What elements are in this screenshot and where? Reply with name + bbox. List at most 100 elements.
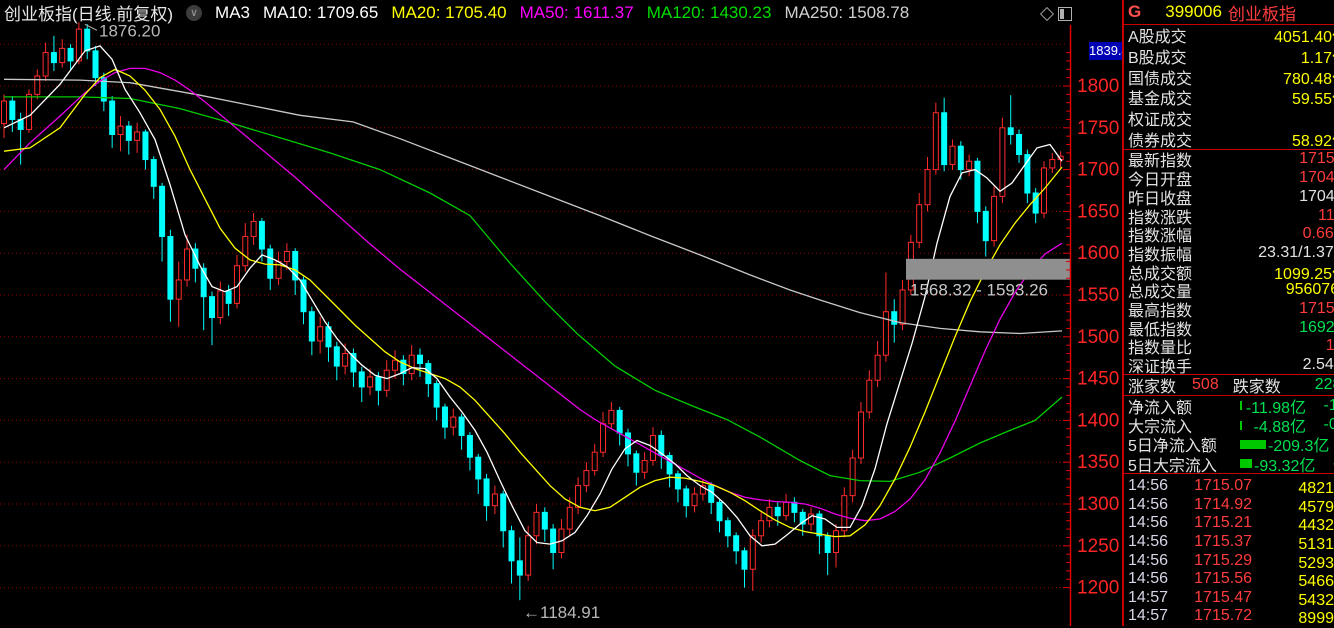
flow-percent: -1% xyxy=(1323,396,1334,414)
turnover-row: B股成交 1.17亿 xyxy=(1124,46,1334,67)
row-label: 权证成交 xyxy=(1128,112,1193,130)
flow-bar xyxy=(1240,420,1242,430)
tick-price: 1715.56 xyxy=(1194,570,1252,588)
row-label: 总成交量 xyxy=(1128,284,1193,302)
index-stat-row: 指数涨跌 11.2 xyxy=(1124,206,1334,227)
money-flow-row: 5日大宗流入 -93.32亿-2% xyxy=(1124,454,1334,475)
svg-text:←1184.91: ←1184.91 xyxy=(523,603,600,622)
flow-bar xyxy=(1240,401,1242,411)
index-stats-section: 最新指数1715.8今日开盘1704.7昨日收盘1704.5指数涨跌11.2指数… xyxy=(1124,150,1334,377)
flow-percent: -2% xyxy=(1315,455,1334,473)
row-label: 昨日收盘 xyxy=(1128,190,1193,208)
row-value: 1099.25亿 xyxy=(1274,265,1334,283)
tick-time: 14:56 xyxy=(1128,551,1169,569)
y-axis-current-price-tag: 1839.4 xyxy=(1089,42,1129,60)
row-value: 11.2 xyxy=(1318,206,1334,224)
diamond-marker-icon[interactable] xyxy=(1039,6,1055,22)
row-value: 1704.7 xyxy=(1299,169,1334,187)
market-turnover-section: A股成交 4051.40亿 B股成交 1.17亿国债成交 780.48亿基金成交 59.5… xyxy=(1124,25,1334,151)
row-label: B股成交 xyxy=(1128,50,1187,68)
row-label: 基金成交 xyxy=(1128,91,1193,109)
chart-legend-bar: 创业板指(日线.前复权) ∨ MA3 MA10: 1709.65 MA20: 170… xyxy=(0,0,1122,25)
ma-legend-items: MA3 MA10: 1709.65 MA20: 1705.40 MA50: 1611.… xyxy=(215,3,909,23)
money-flow-row: 5日净流入额 -209.3亿-4% xyxy=(1124,435,1334,456)
flow-value: -4.88亿 xyxy=(1253,419,1306,437)
index-stat-row: 指数量比 1.0 xyxy=(1124,337,1334,357)
svg-text:1550: 1550 xyxy=(1077,285,1119,306)
index-stat-row: 指数涨幅 0.66% xyxy=(1124,225,1334,245)
tick-row: 14:56 1715.21 4432万 xyxy=(1124,511,1334,534)
tick-time: 14:56 xyxy=(1128,514,1169,532)
svg-text:1600: 1600 xyxy=(1077,243,1119,264)
row-label: 国债成交 xyxy=(1128,70,1193,88)
flow-label: 净流入额 xyxy=(1128,399,1193,417)
money-flow-row: 净流入额 -11.98亿 -1% xyxy=(1124,396,1334,417)
tick-price: 1715.47 xyxy=(1194,588,1252,606)
row-label: 指数涨跌 xyxy=(1128,209,1193,227)
tick-volume: 5466万 xyxy=(1298,573,1334,591)
row-label: 深证换手 xyxy=(1128,359,1193,377)
candlestick-chart[interactable]: 1568.32 - 1593.26 1876.20 ←1184.91 1800 1750… xyxy=(0,0,1122,626)
tick-row: 14:56 1714.92 4579万 xyxy=(1124,493,1334,516)
index-stat-row: 深证换手 2.54% xyxy=(1124,356,1334,377)
money-flow-row: 大宗流入 -4.88亿 -0% xyxy=(1124,416,1334,437)
flow-percent: -4% xyxy=(1329,435,1334,453)
row-value: 59.55亿 xyxy=(1291,91,1334,109)
row-label: 债券成交 xyxy=(1128,132,1193,150)
index-stat-row: 昨日收盘 1704.5 xyxy=(1124,188,1334,208)
row-label: 最高指数 xyxy=(1128,302,1193,320)
row-value: 780.48亿 xyxy=(1283,70,1334,88)
row-value: 1692.4 xyxy=(1299,318,1334,336)
breadth-section: 涨家数 508 跌家数 228 xyxy=(1124,375,1334,397)
row-value: 0.66% xyxy=(1302,225,1334,243)
tick-price: 1715.29 xyxy=(1194,551,1252,569)
index-stat-row: 总成交量 9560764 xyxy=(1124,281,1334,302)
ma-legend-item-3: MA20: 1705.40 xyxy=(391,2,507,22)
index-stat-row: 最低指数 1692.4 xyxy=(1124,318,1334,339)
row-label: 指数振幅 xyxy=(1128,246,1193,264)
index-stat-row: 今日开盘 1704.7 xyxy=(1124,169,1334,190)
tick-list-section[interactable]: 14:561715.074821万14:561714.924579万14:561… xyxy=(1124,474,1334,627)
svg-text:1876.20: 1876.20 xyxy=(99,21,160,40)
ma-legend-item-1: MA3 xyxy=(215,2,251,22)
svg-text:1500: 1500 xyxy=(1077,327,1119,348)
row-value: 1.17亿 xyxy=(1300,50,1334,68)
split-window-icon[interactable] xyxy=(1058,7,1072,21)
svg-text:1650: 1650 xyxy=(1077,201,1119,222)
index-stat-row: 最高指数 1715.8 xyxy=(1124,300,1334,320)
tick-volume: 4432万 xyxy=(1298,517,1334,535)
row-label: 今日开盘 xyxy=(1128,172,1193,190)
advancers-decliners-row: 涨家数 508 跌家数 228 xyxy=(1124,375,1334,397)
flow-percent: -0% xyxy=(1323,416,1334,434)
row-value: 9560764 xyxy=(1285,281,1334,299)
index-stat-row: 总成交额 1099.25亿 xyxy=(1124,262,1334,283)
row-label: 最低指数 xyxy=(1128,321,1193,339)
svg-text:1250: 1250 xyxy=(1077,536,1119,557)
svg-text:1300: 1300 xyxy=(1077,494,1119,515)
row-value: 58.92亿 xyxy=(1291,132,1334,150)
row-label: A股成交 xyxy=(1128,29,1187,47)
svg-text:1350: 1350 xyxy=(1077,452,1119,473)
turnover-row: 债券成交 58.92亿 xyxy=(1124,128,1334,150)
flow-label: 5日大宗流入 xyxy=(1128,457,1217,475)
tick-price: 1715.21 xyxy=(1194,514,1252,532)
tick-price: 1715.72 xyxy=(1194,607,1252,625)
row-label: 最新指数 xyxy=(1128,153,1193,171)
tick-time: 14:56 xyxy=(1128,477,1169,495)
svg-text:1700: 1700 xyxy=(1077,160,1119,181)
tick-price: 1715.07 xyxy=(1194,477,1252,495)
chevron-down-icon[interactable]: ∨ xyxy=(186,4,203,21)
tick-row: 14:57 1715.47 5432万 xyxy=(1124,586,1334,609)
flow-value: -11.98亿 xyxy=(1245,399,1306,417)
flow-label: 5日净流入额 xyxy=(1128,438,1217,456)
quote-panel-header[interactable]: G 399006 创业板指 xyxy=(1124,0,1334,25)
ma-legend-item-5: MA120: 1430.23 xyxy=(646,2,772,22)
advancers-label: 涨家数 xyxy=(1128,379,1177,397)
tick-volume: 4821万 xyxy=(1298,480,1334,498)
row-value: 23.31/1.37% xyxy=(1258,243,1334,261)
row-value: 1715.8 xyxy=(1299,150,1334,168)
decliners-label: 跌家数 xyxy=(1232,379,1281,397)
row-label: 总成交额 xyxy=(1128,265,1193,283)
tick-time: 14:56 xyxy=(1128,570,1169,588)
tick-time: 14:57 xyxy=(1128,607,1169,625)
